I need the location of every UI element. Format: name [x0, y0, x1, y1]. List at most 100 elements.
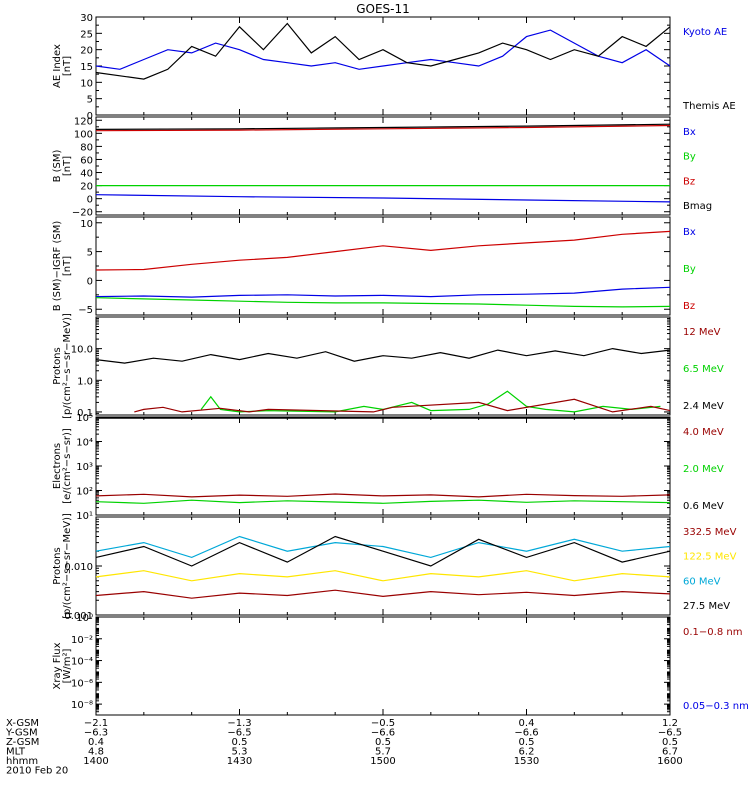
- legend-entry-0-05-0-3-nm: 0.05−0.3 nm: [683, 701, 749, 712]
- legend-entry-60-mev: 60 MeV: [683, 576, 721, 587]
- y-tick-label: 30: [80, 13, 93, 24]
- x-row-value: 1430: [227, 756, 252, 767]
- x-row-value: −6.6: [371, 728, 395, 739]
- series-6-5-mev: [200, 390, 661, 413]
- x-row-value: 0.4: [519, 718, 535, 729]
- legend-entry-bz: Bz: [683, 301, 695, 312]
- y-tick-label: 15: [80, 62, 93, 73]
- y-axis-label: Protons: [52, 547, 63, 584]
- x-row-value: 0.5: [232, 737, 248, 748]
- y-tick-label: −20: [72, 208, 93, 219]
- y-tick-label: 60: [80, 155, 93, 166]
- y-tick-label: 10⁰: [76, 613, 93, 624]
- y-tick-label: 10⁻⁶: [71, 678, 93, 689]
- x-row-value: −2.1: [84, 718, 108, 729]
- y-tick-label: 5: [87, 248, 93, 259]
- x-row-value: 6.2: [519, 747, 535, 758]
- legend-entry-bx: Bx: [683, 227, 696, 238]
- legend-entry-0-1-0-8-nm: 0.1−0.8 nm: [683, 627, 742, 638]
- y-axis-label: AE Index: [52, 44, 63, 88]
- series-bz: [95, 230, 671, 271]
- x-row-value: 0.5: [519, 737, 535, 748]
- y-tick-label: 20: [80, 46, 93, 57]
- x-row-value: 1500: [370, 756, 395, 767]
- panel-frame: [95, 316, 671, 416]
- x-row-value: −1.3: [227, 718, 251, 729]
- y-axis-unit: [p/(cm²−s−sr−MeV)]: [62, 313, 73, 419]
- panel-frame: [95, 616, 671, 716]
- y-tick-label: 80: [80, 142, 93, 153]
- y-axis-unit: [nT]: [62, 156, 73, 176]
- y-axis-label: B (SM): [52, 149, 63, 182]
- legend-entry-2-0-mev: 2.0 MeV: [683, 464, 724, 475]
- x-row-value: −6.5: [658, 728, 682, 739]
- x-row-value: 4.8: [88, 747, 104, 758]
- legend-entry-bz: Bz: [683, 176, 695, 187]
- x-row-value: 5.3: [232, 747, 248, 758]
- y-tick-label: 10: [80, 78, 93, 89]
- legend-entry-4-0-mev: 4.0 MeV: [683, 427, 724, 438]
- x-row-label-mlt: MLT: [6, 747, 26, 758]
- y-axis-unit: [nT]: [62, 256, 73, 276]
- panel-frame: [95, 516, 671, 616]
- x-row-value: −0.5: [371, 718, 395, 729]
- y-axis-label: Protons: [52, 347, 63, 384]
- x-row-value: 0.5: [662, 737, 678, 748]
- y-axis-unit: [p/(cm²−s−sr−MeV)]: [62, 513, 73, 619]
- panel-bigrf: −5 0 5 10 B (SM)−IGRF (SM) [nT] Bx By Bz: [52, 216, 696, 316]
- legend-entry-bmag: Bmag: [683, 201, 712, 212]
- y-axis-unit: [W/m²]: [62, 648, 73, 683]
- series-2-0-mev: [95, 499, 671, 504]
- y-axis-label: Xray Flux: [52, 642, 63, 689]
- x-row-label-y-gsm: Y-GSM: [5, 728, 38, 739]
- x-row-label-x-gsm: X-GSM: [6, 718, 39, 729]
- legend-entry-12-mev: 12 MeV: [683, 327, 721, 338]
- legend-entry-0-6-mev: 0.6 MeV: [683, 501, 724, 512]
- legend-entry-27-5-mev: 27.5 MeV: [683, 601, 730, 612]
- y-tick-label: 1.0: [77, 376, 93, 387]
- legend-entry-2-4-mev: 2.4 MeV: [683, 401, 724, 412]
- legend-entry-by: By: [683, 152, 696, 163]
- y-tick-label: 0.001: [64, 611, 93, 622]
- series-by: [95, 297, 671, 308]
- y-tick-label: 10⁻⁸: [71, 700, 93, 711]
- series-bmag: [95, 123, 671, 130]
- x-row-label-z-gsm: Z-GSM: [6, 737, 39, 748]
- y-tick-label: 0.1: [77, 408, 93, 419]
- series-60-mev: [95, 535, 671, 559]
- legend-entry-by: By: [683, 264, 696, 275]
- y-tick-label: 10.0: [71, 345, 93, 356]
- series-bx: [95, 194, 671, 203]
- legend-entry-122-5-mev: 122.5 MeV: [683, 552, 737, 563]
- y-axis-unit: [e/(cm²−s−sr)]: [62, 428, 73, 504]
- y-tick-label: 10²: [76, 487, 93, 498]
- y-tick-label: 10¹: [76, 511, 93, 522]
- y-tick-label: 25: [80, 29, 93, 40]
- series-122-5-mev: [95, 570, 671, 582]
- series-332-5-mev: [95, 589, 671, 599]
- y-tick-label: 0: [87, 111, 93, 122]
- y-axis-label: B (SM)−IGRF (SM): [52, 221, 63, 312]
- legend-entry-kyoto-ae: Kyoto AE: [683, 27, 727, 38]
- y-tick-label: 20: [80, 182, 93, 193]
- panel-xray: 10⁻⁸ 10⁻⁶ 10⁻⁴ 10⁻² 10⁰ Xray Flux [W/m²] 0.1−0.…: [52, 613, 749, 716]
- series-2-4-mev: [95, 347, 671, 364]
- panel-protons_hi: 0.1 1.0 10.0 Protons [p/(cm²−s−sr−MeV)] 12 Me…: [52, 313, 724, 419]
- x-row-value: 6.7: [662, 747, 678, 758]
- legend-entry-6-5-mev: 6.5 MeV: [683, 364, 724, 375]
- y-tick-label: 0: [87, 276, 93, 287]
- chart-title: GOES-11: [356, 2, 410, 16]
- series-4-0-mev: [95, 493, 671, 498]
- y-tick-label: 100: [74, 129, 93, 140]
- series-bz: [95, 124, 671, 132]
- legend-entry-332-5-mev: 332.5 MeV: [683, 527, 737, 538]
- y-tick-label: 40: [80, 169, 93, 180]
- y-axis-unit: [nT]: [62, 56, 73, 76]
- x-row-value: 0.4: [88, 737, 104, 748]
- y-tick-label: 10⁴: [76, 438, 93, 449]
- x-row-value: 5.7: [375, 747, 391, 758]
- date-label: 2010 Feb 20: [6, 766, 68, 777]
- panel-bsm: −20 0 20 40 60 80 100 120 B (SM) [nT] Bx By Bz Bmag: [52, 116, 712, 218]
- y-tick-label: 10: [80, 219, 93, 230]
